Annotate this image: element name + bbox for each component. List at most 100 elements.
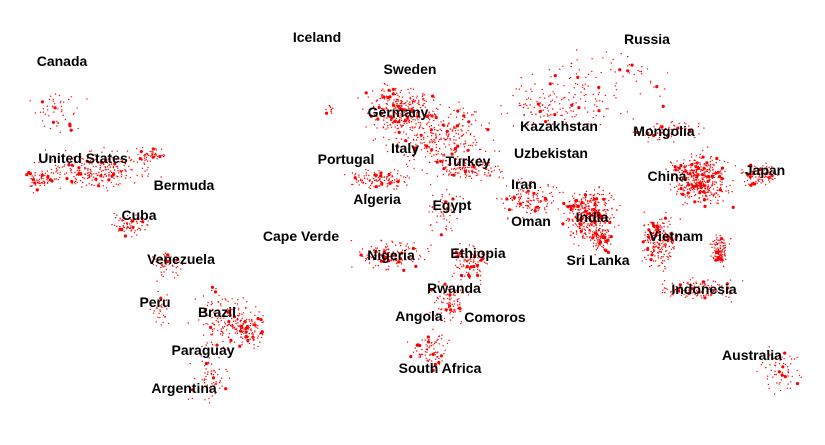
location-dot bbox=[593, 234, 595, 236]
location-dot bbox=[585, 190, 588, 193]
location-dot bbox=[475, 168, 477, 170]
location-dot bbox=[447, 164, 450, 166]
location-dot bbox=[113, 174, 115, 176]
location-dot bbox=[379, 97, 381, 100]
location-dot bbox=[397, 251, 399, 254]
location-dot bbox=[234, 328, 236, 330]
location-dot bbox=[367, 96, 369, 98]
location-dot bbox=[440, 215, 442, 217]
location-dot bbox=[461, 125, 464, 127]
location-dot bbox=[436, 356, 438, 358]
location-dot bbox=[421, 339, 423, 341]
location-dot bbox=[225, 368, 227, 371]
location-dot bbox=[779, 381, 781, 384]
location-dot bbox=[708, 191, 710, 193]
location-dot bbox=[660, 262, 663, 264]
location-dot bbox=[659, 224, 661, 227]
location-dot bbox=[604, 233, 607, 236]
location-dot bbox=[519, 197, 521, 199]
location-dot bbox=[144, 229, 146, 231]
location-dot bbox=[104, 173, 107, 175]
location-dot bbox=[677, 170, 679, 172]
location-dot bbox=[412, 261, 414, 263]
location-dot bbox=[578, 214, 580, 216]
location-dot bbox=[471, 163, 473, 165]
location-dot bbox=[363, 175, 365, 177]
location-dot bbox=[689, 160, 691, 162]
location-dot bbox=[412, 106, 414, 109]
location-dot bbox=[428, 121, 430, 123]
location-dot bbox=[84, 173, 87, 175]
location-dot bbox=[705, 194, 707, 196]
location-dot bbox=[530, 181, 533, 183]
location-dot bbox=[399, 106, 402, 109]
location-dot bbox=[722, 248, 724, 251]
location-dot bbox=[454, 310, 456, 312]
location-dot bbox=[467, 272, 470, 274]
location-dot bbox=[399, 242, 401, 244]
location-dot bbox=[442, 155, 444, 157]
location-dot bbox=[400, 126, 403, 128]
location-dot bbox=[463, 166, 465, 168]
location-dot bbox=[516, 203, 519, 205]
location-dot bbox=[212, 370, 214, 372]
location-dot bbox=[457, 266, 459, 269]
location-dot bbox=[659, 138, 661, 141]
location-dot bbox=[692, 171, 694, 174]
location-dot bbox=[442, 345, 444, 347]
location-dot bbox=[104, 166, 106, 168]
location-dot bbox=[713, 239, 716, 242]
location-dot bbox=[657, 248, 659, 250]
location-dot bbox=[110, 171, 113, 174]
location-dot bbox=[685, 185, 688, 187]
location-dot bbox=[85, 167, 87, 169]
location-dot bbox=[198, 319, 200, 321]
location-dot bbox=[120, 159, 122, 161]
location-dot bbox=[661, 248, 663, 251]
location-dot bbox=[462, 264, 465, 266]
location-dot bbox=[563, 212, 565, 215]
location-dot bbox=[721, 181, 723, 183]
location-dot bbox=[216, 318, 219, 320]
location-dot bbox=[437, 150, 439, 153]
location-dot bbox=[722, 242, 725, 244]
location-dot bbox=[786, 387, 788, 389]
location-dot bbox=[696, 166, 698, 168]
location-dot bbox=[403, 122, 405, 124]
location-dot bbox=[415, 247, 417, 250]
location-dot bbox=[479, 279, 482, 282]
location-dot bbox=[463, 253, 465, 255]
location-dot bbox=[108, 160, 110, 162]
location-dot bbox=[141, 158, 143, 160]
location-dot bbox=[484, 150, 487, 152]
location-dot bbox=[472, 114, 474, 116]
location-dot bbox=[685, 165, 687, 167]
location-dot bbox=[670, 135, 673, 137]
location-dot bbox=[565, 219, 568, 222]
location-dot bbox=[595, 220, 598, 223]
location-dot bbox=[450, 209, 452, 211]
location-dot bbox=[427, 117, 429, 120]
location-dot bbox=[695, 168, 697, 170]
location-dot bbox=[546, 107, 549, 109]
location-dot bbox=[359, 179, 362, 182]
location-dot bbox=[145, 152, 147, 155]
location-dot bbox=[517, 179, 519, 181]
location-dot bbox=[585, 208, 587, 210]
location-dot bbox=[396, 180, 400, 184]
location-dot bbox=[699, 153, 701, 156]
location-dot bbox=[477, 257, 479, 259]
location-dot bbox=[587, 212, 592, 216]
location-dot bbox=[679, 192, 682, 195]
location-dot bbox=[718, 188, 723, 192]
location-dot bbox=[601, 100, 604, 103]
location-dot bbox=[463, 112, 465, 114]
location-dot bbox=[206, 342, 209, 344]
location-dot bbox=[668, 126, 670, 129]
location-dot bbox=[694, 159, 696, 162]
location-dot bbox=[760, 176, 762, 179]
location-dot bbox=[434, 200, 437, 202]
location-dot bbox=[387, 100, 389, 102]
location-dot bbox=[669, 223, 671, 226]
location-dot bbox=[685, 177, 688, 179]
